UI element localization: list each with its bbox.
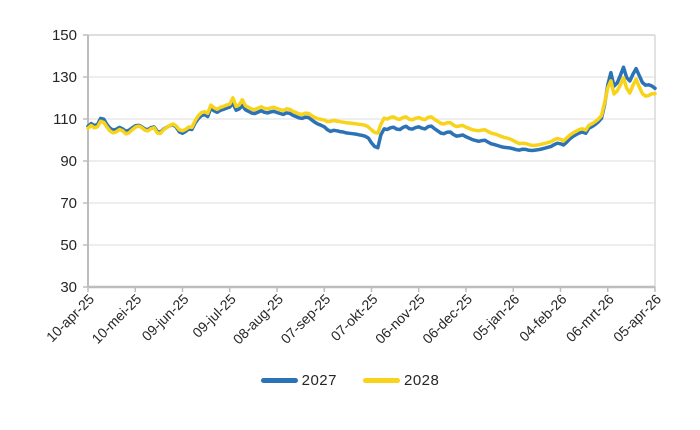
legend-swatch-2027-icon xyxy=(260,378,298,383)
series-line-2027 xyxy=(86,65,657,153)
x-axis-tick-label: 07-sep-25 xyxy=(277,291,333,347)
x-axis-tick-label: 04-feb-26 xyxy=(516,291,570,345)
line-chart: 1501301109070503010-apr-2510-mei-2509-ju… xyxy=(43,27,664,348)
legend-label-2028: 2028 xyxy=(404,372,440,389)
legend: 2027 2028 xyxy=(0,372,700,389)
x-axis-tick-label: 05-apr-26 xyxy=(610,291,664,345)
legend-item-2027: 2027 xyxy=(260,372,337,389)
y-axis-tick-label: 110 xyxy=(53,111,77,128)
legend-item-2028: 2028 xyxy=(363,372,439,389)
x-axis-tick-label: 10-mei-25 xyxy=(88,291,144,347)
x-axis-tick-label: 08-aug-25 xyxy=(230,291,287,348)
y-axis-tick-label: 70 xyxy=(60,195,77,212)
x-axis-tick-label: 06-dec-25 xyxy=(419,291,475,347)
x-axis-tick-label: 06-nov-25 xyxy=(372,291,428,347)
x-axis-tick-label: 05-jan-26 xyxy=(469,291,522,344)
legend-label-2027: 2027 xyxy=(301,372,337,389)
legend-swatch-2028-icon xyxy=(363,378,400,383)
y-axis-tick-label: 30 xyxy=(60,279,77,296)
x-axis-tick-label: 09-jun-25 xyxy=(138,291,191,344)
y-axis-tick-label: 90 xyxy=(60,153,77,170)
y-axis-tick-label: 50 xyxy=(60,237,77,254)
x-axis-tick-label: 06-mrt-26 xyxy=(563,291,617,345)
series-line-2028 xyxy=(86,76,657,148)
y-axis-tick-label: 130 xyxy=(52,69,77,86)
y-axis-tick-label: 150 xyxy=(52,27,77,44)
